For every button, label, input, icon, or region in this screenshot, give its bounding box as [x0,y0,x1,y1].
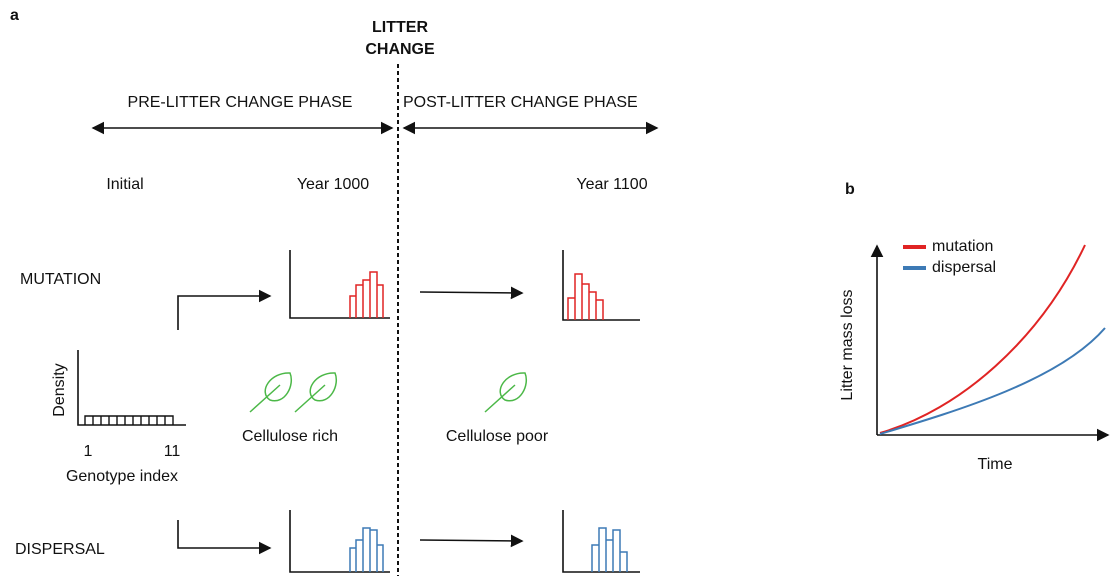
panel-label: b [845,181,855,198]
event-label: LITTER [372,19,428,36]
axes [289,250,390,319]
histogram [349,527,384,572]
arrow [419,534,524,548]
time-label: Year 1100 [576,176,647,193]
row-label: MUTATION [20,271,101,288]
litter-label: Cellulose poor [446,428,549,445]
tick-label: 11 [164,443,181,460]
arrow [177,520,272,555]
curve [879,244,1086,434]
histogram [591,527,628,572]
arrow [177,289,272,330]
histogram [84,415,174,425]
histogram [567,273,604,320]
axes [562,510,640,573]
event-label: CHANGE [365,41,435,58]
axes [562,250,640,321]
axis-label: Density [51,363,68,416]
time-label: Initial [106,176,143,193]
row-label: DISPERSAL [15,541,105,558]
time-label: Year 1000 [297,176,369,193]
phase-label: POST-LITTER CHANGE PHASE [403,94,638,111]
litter-label: Cellulose rich [242,428,338,445]
phase-label: PRE-LITTER CHANGE PHASE [128,94,353,111]
axis-label: Litter mass loss [839,289,856,400]
curve [879,327,1106,435]
arrow [419,286,524,300]
leaf-icon [249,372,527,413]
tick-label: 1 [84,443,93,460]
panel-label: a [10,7,19,24]
legend-label: mutation [932,238,993,255]
axis-label: Genotype index [66,468,178,485]
axes [289,510,390,573]
axes [77,350,186,426]
histogram [349,271,384,318]
legend-label: dispersal [932,259,996,276]
axis-label: Time [978,456,1013,473]
